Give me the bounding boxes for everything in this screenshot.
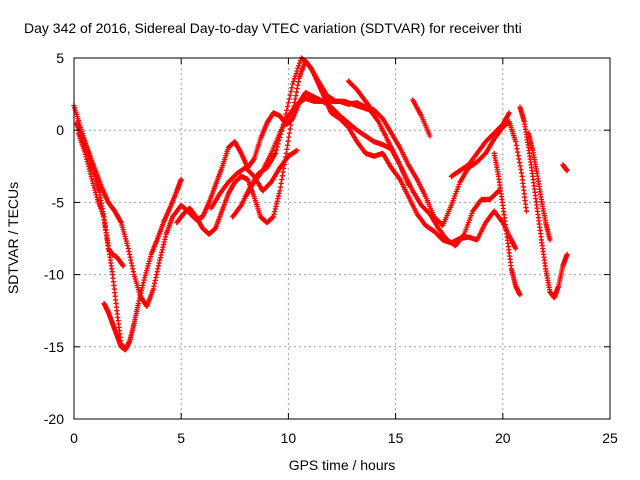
series-track-9	[448, 110, 512, 180]
series-track-8	[101, 300, 129, 353]
tick-layer: 0 5 10 15 20 25 -20 -15 -10 -5 0 5	[44, 50, 618, 446]
data-point	[296, 63, 302, 69]
y-axis-title: SDTVAR / TECUs	[5, 182, 21, 294]
series-track-11	[517, 104, 570, 301]
y-tick-label: -15	[44, 339, 64, 355]
data-point	[284, 103, 291, 110]
data-layer	[71, 55, 570, 353]
x-tick-label: 0	[70, 430, 78, 446]
x-tick-label: 10	[281, 430, 297, 446]
y-tick-label: -5	[52, 194, 65, 210]
data-point	[291, 76, 298, 82]
data-point	[122, 347, 129, 353]
series-track-15	[410, 97, 433, 139]
data-point	[427, 133, 433, 139]
data-point	[547, 237, 553, 243]
data-point	[286, 96, 292, 102]
data-point	[296, 60, 303, 66]
data-point	[290, 78, 297, 84]
series-track-3	[75, 130, 126, 269]
x-tick-label: 15	[388, 430, 404, 446]
data-point	[284, 107, 290, 113]
grid-layer	[74, 58, 610, 419]
data-point	[288, 88, 294, 95]
x-axis-title: GPS time / hours	[289, 457, 396, 473]
data-point	[290, 81, 296, 87]
y-tick-label: -20	[44, 411, 64, 427]
data-point	[523, 208, 529, 214]
series-track-10	[491, 150, 523, 298]
data-point	[293, 70, 299, 77]
x-tick-label: 5	[177, 430, 185, 446]
data-point	[564, 168, 570, 174]
data-point	[506, 110, 512, 116]
data-point	[178, 176, 184, 182]
data-point	[294, 147, 300, 154]
data-point	[292, 73, 298, 79]
data-point	[120, 263, 126, 269]
series-track-14	[345, 78, 377, 116]
y-tick-label: 5	[56, 50, 64, 66]
data-point	[295, 65, 301, 71]
x-tick-label: 20	[495, 430, 511, 446]
data-point	[564, 251, 570, 257]
data-point	[371, 110, 377, 116]
data-point	[294, 68, 300, 74]
y-tick-label: -10	[44, 267, 64, 283]
chart-title: Day 342 of 2016, Sidereal Day-to-day VTE…	[24, 20, 522, 36]
data-point	[513, 246, 519, 252]
data-point	[273, 147, 279, 153]
data-point	[285, 100, 291, 106]
data-point	[495, 189, 501, 195]
series-track-6	[242, 95, 529, 229]
series-track-12	[525, 130, 553, 243]
series-track-13	[560, 162, 570, 174]
x-tick-label: 25	[602, 430, 618, 446]
series-track-7	[208, 147, 300, 211]
data-point	[289, 85, 295, 91]
data-point	[287, 92, 293, 98]
plot-frame	[73, 57, 611, 420]
data-point	[517, 292, 523, 298]
y-tick-label: 0	[56, 122, 64, 138]
